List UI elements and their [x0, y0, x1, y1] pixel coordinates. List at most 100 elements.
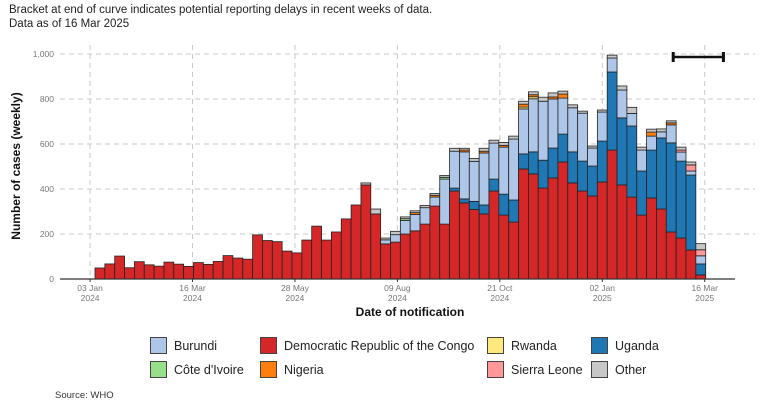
bar-segment-democratic-republic-of-the-congo [616, 184, 628, 280]
bar-week [163, 261, 175, 280]
bar-segment-burundi [528, 98, 539, 153]
bar-segment-uganda [695, 263, 707, 276]
legend-item-other: Other [591, 361, 646, 378]
y-tick-label: 400 [40, 184, 54, 194]
bar-segment-democratic-republic-of-the-congo [242, 258, 254, 280]
bar-segment-democratic-republic-of-the-congo [281, 250, 293, 280]
bar-segment-democratic-republic-of-the-congo [518, 168, 529, 280]
bar-segment-democratic-republic-of-the-congo [636, 214, 648, 280]
legend-item-nigeria: Nigeria [260, 361, 324, 378]
bar-week [104, 263, 116, 280]
legend-item-drc: Democratic Republic of the Congo [260, 337, 474, 354]
bar-week [429, 193, 441, 280]
bar-week [685, 161, 697, 280]
legend-label: Other [615, 362, 647, 377]
bar-segment-democratic-republic-of-the-congo [419, 223, 431, 280]
y-axis-title: Number of cases (weekly) [9, 92, 23, 239]
bar-week [528, 91, 539, 280]
bar-segment-burundi [390, 234, 401, 243]
bar-week [321, 239, 332, 280]
bar-week [498, 142, 510, 280]
bar-segment-other [508, 135, 519, 140]
bar-segment-burundi [557, 97, 569, 135]
bar-segment-uganda [547, 147, 559, 179]
bar-segment-other [537, 96, 549, 102]
bar-segment-democratic-republic-of-the-congo [459, 202, 470, 280]
bar-segment-sierra-leone [685, 164, 697, 172]
bar-segment-sierra-leone [695, 249, 707, 257]
bar-week [557, 90, 569, 280]
bar-week [252, 234, 263, 280]
legend-swatch-uganda [591, 337, 608, 354]
bar-segment-burundi [577, 112, 588, 162]
legend-swatch-sierra-leone [487, 361, 504, 378]
bar-segment-burundi [606, 57, 618, 73]
bar-week [124, 267, 135, 280]
bar-segment-democratic-republic-of-the-congo [193, 262, 204, 280]
bar-segment-uganda [636, 170, 648, 216]
bar-week [646, 128, 657, 280]
bar-segment-burundi [616, 89, 628, 119]
bar-segment-burundi [508, 138, 519, 201]
bar-segment-democratic-republic-of-the-congo [399, 233, 411, 280]
bar-week [350, 204, 362, 280]
bar-segment-other [468, 157, 480, 162]
bar-segment-burundi [409, 214, 421, 232]
bar-week [508, 135, 519, 280]
bar-segment-other [409, 210, 421, 214]
bar-segment-burundi [478, 152, 490, 206]
bar-week [153, 265, 165, 280]
bar-segment-democratic-republic-of-the-congo [360, 184, 372, 280]
bar-segment-other [547, 92, 559, 98]
chart-subtitle: Bracket at end of curve indicates potent… [9, 3, 432, 31]
bar-week [330, 231, 342, 280]
bar-segment-burundi [459, 151, 470, 200]
bar-segment-uganda [646, 149, 657, 199]
bar-week [340, 218, 352, 280]
bar-segment-burundi [636, 149, 648, 172]
bar-segment-democratic-republic-of-the-congo [153, 265, 165, 280]
bar-week [193, 262, 204, 280]
bar-week [695, 243, 707, 280]
bar-segment-democratic-republic-of-the-congo [409, 230, 421, 280]
bar-segment-uganda [488, 178, 500, 192]
bar-segment-uganda [596, 140, 608, 183]
bar-segment-democratic-republic-of-the-congo [685, 249, 697, 280]
bar-week [537, 96, 549, 280]
bar-segment-democratic-republic-of-the-congo [173, 263, 185, 280]
bar-segment-uganda [665, 142, 677, 233]
bar-segment-democratic-republic-of-the-congo [212, 261, 224, 280]
bar-segment-other [577, 110, 588, 114]
bar-week [271, 241, 283, 280]
bar-segment-other [360, 182, 372, 186]
legend-swatch-other [591, 361, 608, 378]
y-tick-label: 1,000 [33, 49, 55, 59]
bar-segment-uganda [656, 137, 667, 210]
bar-week [94, 267, 106, 280]
bar-segment-democratic-republic-of-the-congo [271, 241, 283, 280]
bar-week [488, 139, 500, 280]
subtitle-line-2: Data as of 16 Mar 2025 [9, 18, 130, 30]
bar-segment-democratic-republic-of-the-congo [508, 221, 519, 280]
legend-swatch-drc [260, 337, 277, 354]
legend-item-rwanda: Rwanda [487, 337, 557, 354]
bar-week [291, 252, 303, 280]
bar-segment-democratic-republic-of-the-congo [468, 209, 480, 280]
bar-week [380, 237, 391, 280]
bar-week [262, 240, 273, 280]
bar-week [202, 263, 214, 280]
legend-swatch-nigeria [260, 361, 277, 378]
bar-segment-uganda [449, 187, 460, 192]
bar-segment-democratic-republic-of-the-congo [311, 225, 322, 280]
bar-segment-burundi [399, 220, 411, 235]
y-tick-label: 800 [40, 94, 54, 104]
bar-segment-burundi [488, 142, 500, 180]
bar-week [656, 128, 667, 280]
bar-segment-democratic-republic-of-the-congo [429, 205, 441, 280]
bar-segment-democratic-republic-of-the-congo [646, 197, 657, 280]
bar-week [399, 216, 411, 280]
bar-segment-other [370, 208, 382, 215]
x-tick-label: 02 Jan [590, 283, 616, 293]
bar-segment-other [587, 145, 598, 149]
